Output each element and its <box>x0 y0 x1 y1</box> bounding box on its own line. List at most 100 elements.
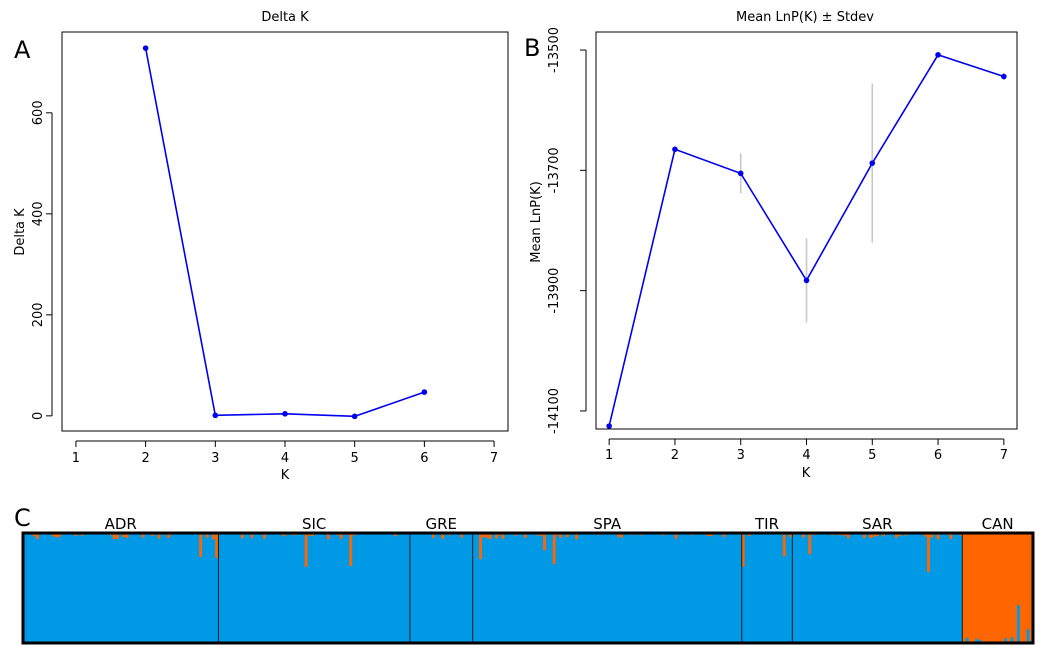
admixture-individual-bar <box>339 533 343 539</box>
admixture-individual-bar <box>495 533 498 539</box>
mean-lnp-point <box>869 160 876 166</box>
admixture-individual-bar <box>115 533 119 539</box>
panel-label-c: C <box>14 504 31 532</box>
population-label: GRE <box>426 515 458 533</box>
admixture-individual-bar <box>112 533 116 540</box>
delta-k-x-label: K <box>281 468 290 483</box>
admixture-individual-bar <box>240 533 244 539</box>
mean-lnp-plot-frame <box>595 31 1018 430</box>
delta-k-title: Delta K <box>261 10 309 25</box>
admixture-individual-bar <box>722 533 726 537</box>
admixture-individual-bar <box>706 533 710 537</box>
admixture-group-fill <box>23 533 219 643</box>
population-label: SAR <box>862 515 892 533</box>
mean-lnp-point <box>737 170 744 177</box>
admixture-individual-bar <box>326 533 330 540</box>
delta-k-y-tick-label: 400 <box>31 201 46 226</box>
admixture-individual-bar <box>157 533 161 539</box>
admixture-individual-bar <box>250 533 254 538</box>
delta-k-x-tick-label: 2 <box>141 451 149 466</box>
population-labels: ADR SIC GRE SPA TIR SAR CAN <box>105 515 1014 533</box>
admixture-individual-bar <box>869 533 873 539</box>
mean-lnp-y-label: Mean LnP(K) <box>529 181 544 263</box>
mean-lnp-y-tick-label: -13500 <box>547 27 562 73</box>
delta-k-point <box>351 413 358 420</box>
mean-lnp-point <box>803 277 810 284</box>
admixture-individual-bar <box>523 533 527 538</box>
mean-lnp-chart: B Mean LnP(K) ± Stdev K Mean LnP(K) 1 2 3 4… <box>524 10 1018 481</box>
admixture-barplot: C ADR SIC GRE SPA TIR SAR CAN <box>14 504 1035 645</box>
delta-k-point <box>212 412 219 419</box>
admixture-individual-bar <box>674 533 678 539</box>
admixture-individual-bar <box>167 533 171 538</box>
admixture-individual-bar <box>930 533 934 538</box>
mean-lnp-title: Mean LnP(K) ± Stdev <box>736 10 874 25</box>
admixture-individual-bar <box>485 533 489 538</box>
admixture-individual-bar <box>215 533 219 559</box>
admixture-individual-bar <box>927 533 930 573</box>
delta-k-point <box>142 45 149 51</box>
admixture-individual-bar <box>709 533 713 537</box>
delta-k-x-tick-label: 1 <box>72 451 80 466</box>
admixture-individual-bar <box>936 533 940 540</box>
admixture-individual-bar <box>882 533 886 537</box>
admixture-individual-bar <box>543 533 547 551</box>
admixture-individual-bar <box>801 533 805 538</box>
admixture-individual-bar <box>51 533 55 537</box>
delta-k-x-tick-label: 5 <box>351 451 359 466</box>
delta-k-x-tick-label: 6 <box>420 451 428 466</box>
mean-lnp-x-tick-label: 2 <box>671 448 679 463</box>
delta-k-y-label: Delta K <box>13 208 28 256</box>
admixture-individual-bar <box>263 533 266 539</box>
admixture-individual-bar <box>872 533 876 538</box>
admixture-bars <box>21 531 1035 645</box>
admixture-frame <box>21 531 1035 645</box>
mean-lnp-x-tick-label: 6 <box>934 448 942 463</box>
admixture-individual-bar <box>58 533 62 537</box>
admixture-individual-bar <box>789 533 793 538</box>
mean-lnp-y-tick-label: -13700 <box>547 147 562 193</box>
admixture-individual-bar <box>55 533 58 538</box>
mean-lnp-x-tick-label: 4 <box>802 448 810 463</box>
mean-lnp-y-tick-label: -14100 <box>547 388 562 434</box>
admixture-individual-bar <box>894 533 898 538</box>
mean-lnp-x-tick-label: 1 <box>605 448 613 463</box>
admixture-individual-bar <box>349 533 353 567</box>
admixture-individual-bar <box>460 533 463 538</box>
admixture-individual-bar <box>552 533 556 564</box>
admixture-individual-bar <box>975 638 979 643</box>
mean-lnp-x-tick-label: 3 <box>737 448 745 463</box>
admixture-group-fill <box>792 533 963 643</box>
mean-lnp-point <box>935 52 941 58</box>
admixture-individual-bar <box>619 533 623 538</box>
admixture-individual-bar <box>846 533 850 539</box>
admixture-individual-bar <box>1026 629 1030 643</box>
population-label: TIR <box>754 515 779 533</box>
admixture-individual-bar <box>1010 637 1014 643</box>
population-label: CAN <box>982 515 1014 533</box>
admixture-individual-bar <box>565 533 569 538</box>
admixture-group-fill <box>409 533 473 643</box>
mean-lnp-point <box>606 423 612 429</box>
admixture-individual-bar <box>125 533 129 539</box>
admixture-individual-bar <box>122 533 126 537</box>
admixture-individual-bar <box>965 637 969 643</box>
delta-k-y-tick-label: 600 <box>31 100 46 125</box>
admixture-individual-bar <box>741 533 745 567</box>
delta-k-x-tick-label: 3 <box>211 451 219 466</box>
admixture-individual-bar <box>808 533 812 555</box>
admixture-individual-bar <box>479 533 482 560</box>
delta-k-y-tick-label: 0 <box>31 412 46 420</box>
admixture-individual-bar <box>923 533 927 537</box>
mean-lnp-point <box>672 146 678 153</box>
admixture-individual-bar <box>1016 605 1020 643</box>
delta-k-x-tick-label: 7 <box>490 451 498 466</box>
mean-lnp-x-tick-label: 7 <box>1000 448 1008 463</box>
admixture-individual-bar <box>782 533 786 557</box>
admixture-group-fill <box>218 533 410 643</box>
delta-k-chart: A Delta K K Delta K 1 2 3 4 5 6 7 0 200 400 600 <box>13 10 509 483</box>
admixture-individual-bar <box>441 533 445 539</box>
admixture-individual-bar <box>501 533 505 539</box>
population-label: SIC <box>302 515 326 533</box>
